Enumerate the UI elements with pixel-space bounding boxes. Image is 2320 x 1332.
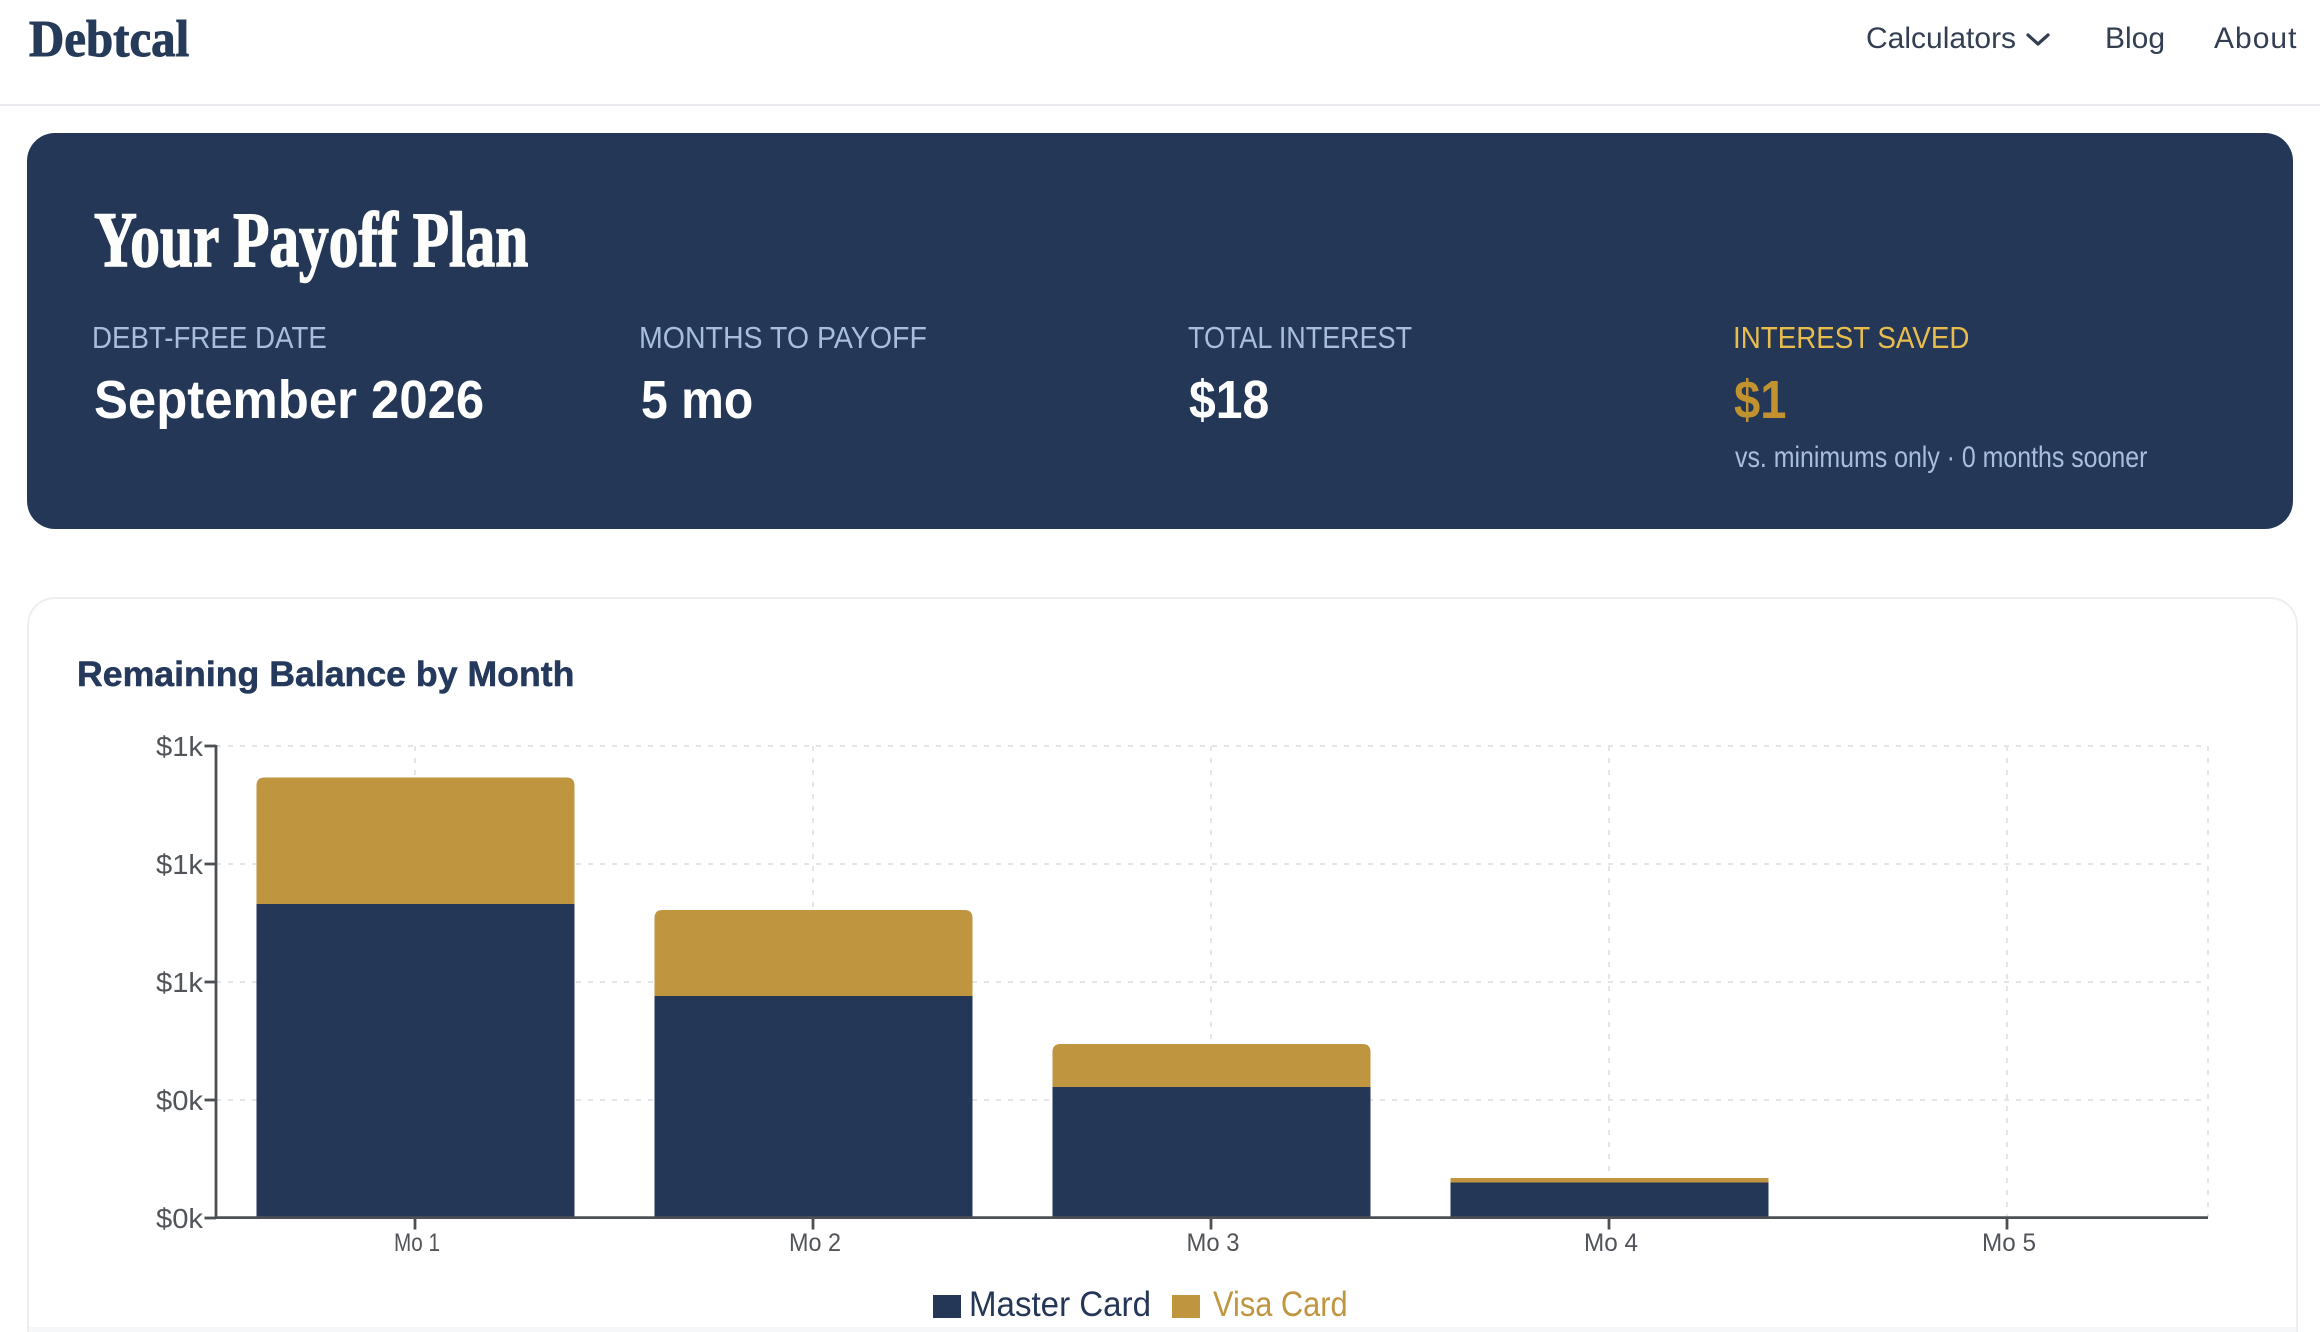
svg-text:Mo 3: Mo 3 <box>1187 1229 1240 1257</box>
svg-text:$1k: $1k <box>156 967 204 998</box>
svg-text:$1k: $1k <box>156 849 204 880</box>
svg-text:Mo 2: Mo 2 <box>789 1229 841 1257</box>
svg-text:Mo 4: Mo 4 <box>1584 1229 1638 1257</box>
svg-text:$0k: $0k <box>156 1203 204 1234</box>
svg-text:$1k: $1k <box>156 731 204 762</box>
svg-text:Mo 5: Mo 5 <box>1982 1229 2036 1257</box>
svg-text:$0k: $0k <box>156 1085 204 1116</box>
svg-text:Mo 1: Mo 1 <box>394 1229 440 1257</box>
